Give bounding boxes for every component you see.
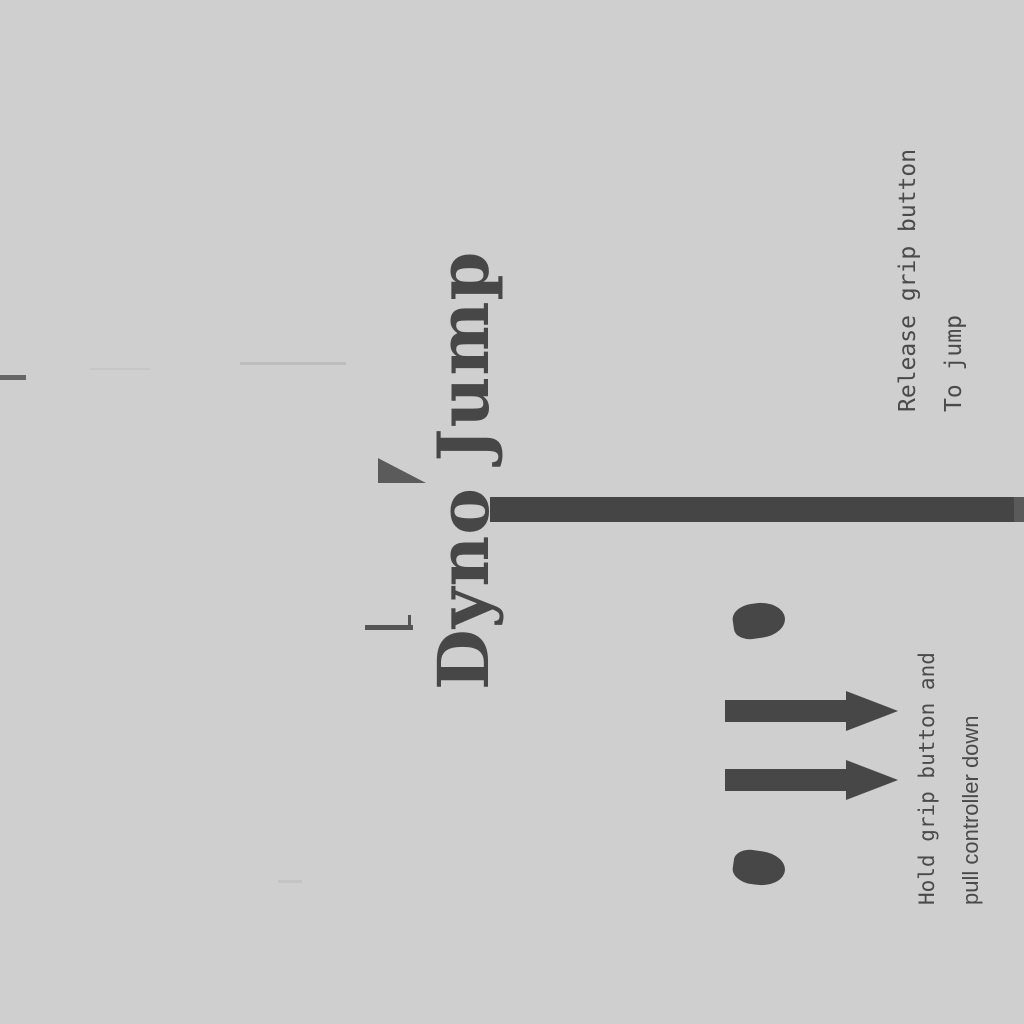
release-instruction-line2: To jump (941, 315, 967, 412)
jump-beam-tip (1014, 497, 1024, 522)
hold-instruction-line2: pull controller down (958, 715, 983, 905)
faint-streak (90, 368, 150, 370)
edge-mark (0, 375, 26, 380)
pull-down-arrow-shaft (725, 700, 850, 722)
pull-down-arrow-shaft (725, 769, 850, 791)
hand-grip-icon (730, 599, 788, 642)
release-instruction-line1: Release grip button (895, 148, 921, 412)
pull-down-arrow-icon (846, 691, 898, 731)
ledge-tick (408, 615, 411, 627)
release-instruction: Release grip button To jump (885, 149, 977, 412)
pull-down-arrow-icon (846, 760, 898, 800)
faint-streak (278, 880, 302, 883)
jump-beam (490, 497, 1018, 522)
ledge-flag-icon (378, 458, 426, 483)
hold-instruction-line1: Hold grip button and (915, 652, 939, 905)
page-title: Dyno Jump (422, 250, 505, 690)
faint-streak (240, 362, 346, 365)
hand-grip-icon (730, 847, 788, 889)
hold-instruction: Hold grip button and pull controller dow… (905, 652, 993, 905)
ledge-mark (365, 625, 413, 630)
